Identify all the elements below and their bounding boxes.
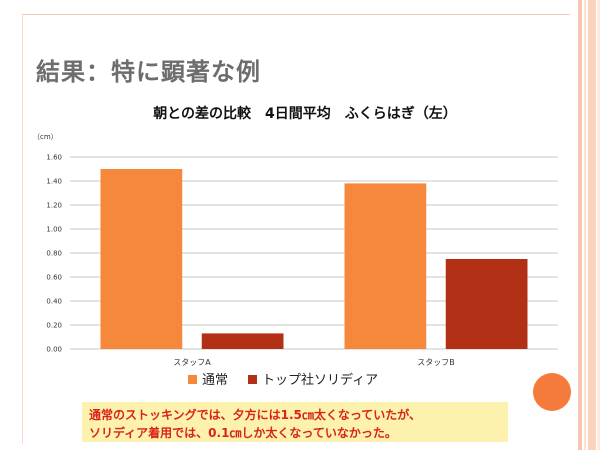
y-tick-label: 0.60 — [46, 274, 62, 282]
x-category-label: スタッフB — [417, 358, 455, 367]
axis-labels: 0.00 0.20 0.40 0.60 0.80 1.00 1.20 1.40 1.60 スタッフ… — [46, 154, 454, 368]
y-tick-label: 0.40 — [46, 298, 62, 306]
y-tick-label: 1.00 — [46, 226, 62, 234]
legend-swatch — [188, 375, 197, 384]
decorative-stripe — [597, 0, 600, 450]
bars — [100, 169, 528, 349]
slide-frame-left-line — [22, 14, 23, 444]
decorative-circle — [533, 373, 571, 411]
bar — [201, 333, 284, 349]
legend-label: 通常 — [202, 373, 228, 388]
slide-title: 結果：特に顕著な例 — [36, 58, 261, 86]
legend: 通常 トップ社ソリディア — [188, 372, 378, 388]
y-tick-label: 1.40 — [46, 178, 62, 186]
legend-swatch — [248, 375, 257, 384]
decorative-stripe — [588, 0, 596, 450]
conclusion-line-2: ソリディア着用では、0.1㎝しか太くなっていなかった。 — [89, 426, 397, 440]
bar — [445, 259, 528, 349]
x-category-label: スタッフA — [173, 358, 211, 367]
y-tick-label: 1.20 — [46, 202, 62, 210]
conclusion-line-1: 通常のストッキングでは、夕方には1.5㎝太くなっていたが、 — [89, 408, 422, 422]
decorative-stripe — [584, 0, 586, 450]
y-tick-label: 0.00 — [46, 346, 62, 354]
y-tick-label: 1.60 — [46, 154, 62, 162]
bar — [344, 183, 427, 349]
slide-frame-top-line — [22, 14, 570, 15]
chart-title: 朝との差の比較 4日間平均 ふくらはぎ（左） — [153, 105, 457, 122]
y-tick-label: 0.20 — [46, 322, 62, 330]
conclusion-callout: 通常のストッキングでは、夕方には1.5㎝太くなっていたが、 ソリディア着用では、… — [82, 402, 508, 442]
y-axis-unit-label: （cm） — [33, 133, 58, 141]
y-tick-label: 0.80 — [46, 250, 62, 258]
bar-chart: 朝との差の比較 4日間平均 ふくらはぎ（左） （cm） 0.00 0.20 0.40… — [33, 105, 558, 388]
bar — [100, 169, 183, 349]
decorative-stripe — [578, 0, 582, 450]
legend-label: トップ社ソリディア — [262, 372, 378, 388]
